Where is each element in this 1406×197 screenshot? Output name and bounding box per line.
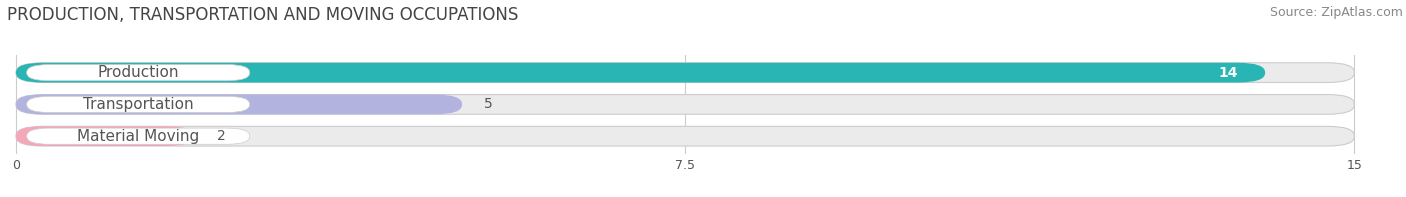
Text: PRODUCTION, TRANSPORTATION AND MOVING OCCUPATIONS: PRODUCTION, TRANSPORTATION AND MOVING OC… — [7, 6, 519, 24]
FancyBboxPatch shape — [15, 63, 1354, 83]
Text: 14: 14 — [1219, 66, 1239, 80]
Text: Transportation: Transportation — [83, 97, 194, 112]
FancyBboxPatch shape — [15, 126, 194, 146]
Text: Material Moving: Material Moving — [77, 129, 200, 144]
FancyBboxPatch shape — [15, 63, 1265, 83]
Text: Source: ZipAtlas.com: Source: ZipAtlas.com — [1270, 6, 1403, 19]
FancyBboxPatch shape — [15, 95, 1354, 114]
FancyBboxPatch shape — [15, 95, 463, 114]
Text: 2: 2 — [217, 129, 225, 143]
FancyBboxPatch shape — [27, 96, 250, 112]
FancyBboxPatch shape — [27, 65, 250, 81]
Text: 5: 5 — [485, 97, 494, 112]
Text: Production: Production — [97, 65, 179, 80]
FancyBboxPatch shape — [15, 126, 1354, 146]
FancyBboxPatch shape — [27, 128, 250, 144]
